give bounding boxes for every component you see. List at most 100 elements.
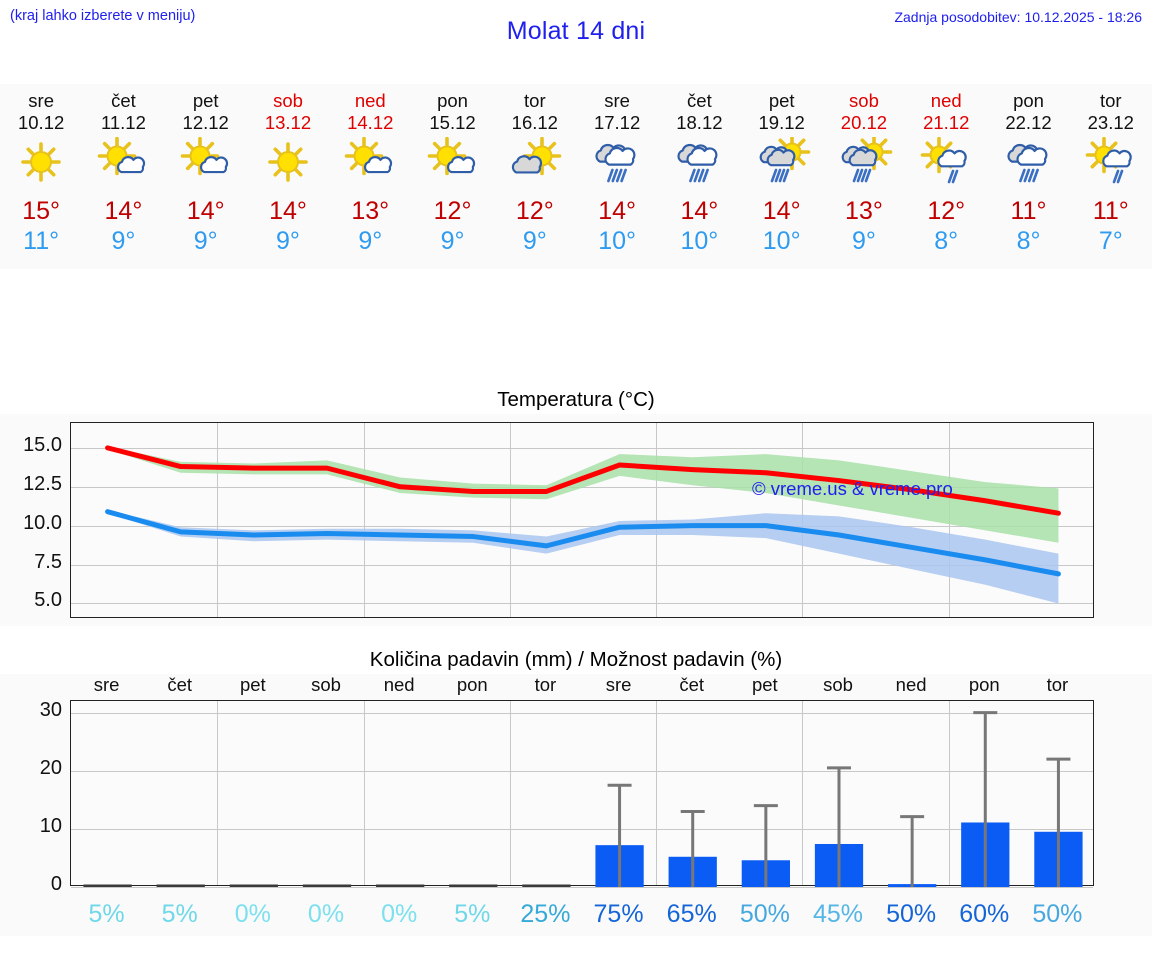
day-of-week-label: tor xyxy=(524,90,546,111)
forecast-day-column[interactable]: ned 14.12 13° 9° xyxy=(329,84,411,269)
precipitation-day-label: pon xyxy=(968,674,1000,695)
temperature-y-tick-label: 15.0 xyxy=(23,433,62,456)
max-temperature-label: 14° xyxy=(269,197,307,225)
max-temperature-label: 14° xyxy=(762,197,801,225)
max-temperature-label: 14° xyxy=(680,197,719,225)
page-title: Molat 14 dni xyxy=(506,17,646,45)
precipitation-panel: sre čet pet sob ned pon tor sre čet pet sob ned pon t… xyxy=(0,674,1152,936)
min-temperature-label: 9° xyxy=(358,227,383,255)
precipitation-y-tick-label: 20 xyxy=(39,756,62,779)
forecast-day-column[interactable]: sob 13.12 14° 9° xyxy=(247,84,329,269)
forecast-day-column[interactable]: pon 22.12 11° 8° xyxy=(987,84,1069,269)
forecast-day-column[interactable]: pet 19.12 14° 10° xyxy=(741,84,823,269)
day-of-week-label: sob xyxy=(273,90,303,111)
precipitation-chart-title: Količina padavin (mm) / Možnost padavin … xyxy=(0,648,1152,674)
precipitation-gridline-horizontal xyxy=(71,712,1093,714)
date-label: 15.12 xyxy=(429,112,476,133)
rain-icon xyxy=(588,136,646,190)
temperature-gridline-vertical xyxy=(656,423,658,617)
temperature-y-tick-label: 5.0 xyxy=(34,589,62,612)
precipitation-probability-row: 5% 5% 0% 0% 0% 5% 25% 75% 65% 50% 45% 50% 60% 50% xyxy=(70,896,1094,932)
precipitation-day-label: čet xyxy=(167,674,193,695)
precipitation-gridline-vertical xyxy=(802,701,804,885)
precipitation-probability-label: 5% xyxy=(88,899,125,928)
precipitation-day-label: sre xyxy=(605,674,632,695)
precipitation-gridline-vertical xyxy=(509,701,511,885)
temperature-y-tick-label: 10.0 xyxy=(23,511,62,534)
sun-cloud-icon xyxy=(424,136,482,190)
precipitation-gridline-horizontal xyxy=(71,887,1093,888)
min-temperature-label: 10° xyxy=(598,227,637,255)
precipitation-day-label: sob xyxy=(311,674,341,695)
precipitation-day-label: tor xyxy=(534,674,557,695)
precipitation-day-label: pon xyxy=(456,674,488,695)
precipitation-day-label: tor xyxy=(1046,674,1069,695)
forecast-day-column[interactable]: sob 20.12 13° 9° xyxy=(823,84,905,269)
day-of-week-label: pet xyxy=(768,90,795,111)
forecast-day-column[interactable]: pon 15.12 12° 9° xyxy=(411,84,493,269)
precipitation-gridline-vertical xyxy=(656,701,658,885)
precipitation-gridline-horizontal xyxy=(71,770,1093,772)
temperature-gridline-vertical xyxy=(509,423,511,617)
temperature-y-tick-label: 12.5 xyxy=(23,472,62,495)
rain-icon xyxy=(1000,136,1058,190)
forecast-day-column[interactable]: čet 18.12 14° 10° xyxy=(658,84,740,269)
precipitation-y-tick-label: 0 xyxy=(50,873,62,895)
date-label: 14.12 xyxy=(347,112,394,133)
forecast-day-column[interactable]: sre 10.12 15° 11° xyxy=(0,84,82,269)
precipitation-probability-label: 0% xyxy=(307,899,345,928)
sunny-icon xyxy=(259,136,317,190)
day-of-week-label: ned xyxy=(354,90,386,111)
forecast-day-column[interactable]: pet 12.12 14° 9° xyxy=(165,84,247,269)
date-label: 19.12 xyxy=(758,112,805,133)
cloud-sun-icon xyxy=(506,136,564,190)
precipitation-day-label: čet xyxy=(679,674,705,695)
temperature-series-svg xyxy=(105,445,1061,604)
precipitation-probability-label: 75% xyxy=(593,899,644,928)
precipitation-probability-label: 0% xyxy=(234,899,271,928)
max-temperature-label: 11° xyxy=(1092,197,1129,225)
min-temperature-label: 10° xyxy=(762,227,801,255)
date-label: 17.12 xyxy=(593,112,641,133)
forecast-day-column[interactable]: čet 11.12 14° 9° xyxy=(82,84,164,269)
day-of-week-label: sre xyxy=(28,90,54,111)
sun-cloud-icon xyxy=(341,136,399,190)
temperature-gridline-horizontal xyxy=(71,603,1093,605)
max-temperature-label: 13° xyxy=(845,197,883,225)
day-of-week-label: čet xyxy=(687,90,712,111)
precipitation-probability-label: 50% xyxy=(739,899,790,928)
precipitation-day-label: ned xyxy=(383,674,415,695)
min-temperature-label: 8° xyxy=(934,227,959,255)
watermark-text: © vreme.us & vreme.pro xyxy=(752,478,953,499)
date-label: 13.12 xyxy=(264,112,312,133)
temperature-plot-area xyxy=(70,422,1094,618)
day-of-week-label: sob xyxy=(849,90,879,111)
day-of-week-label: tor xyxy=(1100,90,1122,111)
precipitation-probability-label: 65% xyxy=(666,899,717,928)
sun-rain-icon xyxy=(835,136,893,190)
precipitation-day-label: sob xyxy=(823,674,853,695)
forecast-day-column[interactable]: tor 23.12 11° 7° xyxy=(1070,84,1152,269)
max-temperature-label: 14° xyxy=(104,197,143,225)
top-bar: (kraj lahko izberete v meniju) Molat 14 … xyxy=(0,0,1152,56)
day-of-week-label: pon xyxy=(437,90,468,111)
forecast-day-column[interactable]: tor 16.12 12° 9° xyxy=(494,84,576,269)
min-temperature-label: 9° xyxy=(522,227,547,255)
forecast-day-column[interactable]: ned 21.12 12° 8° xyxy=(905,84,987,269)
max-temperature-label: 12° xyxy=(433,197,472,225)
date-label: 23.12 xyxy=(1087,112,1134,133)
temperature-chart-title: Temperatura (°C) xyxy=(0,388,1152,414)
max-temperature-label: 15° xyxy=(22,197,61,225)
sun-light-rain-icon xyxy=(917,136,975,190)
max-temperature-label: 14° xyxy=(186,197,225,225)
max-temperature-label: 12° xyxy=(515,197,554,225)
temperature-y-tick-label: 7.5 xyxy=(34,550,62,573)
temperature-gridline-horizontal xyxy=(71,564,1093,566)
forecast-day-column[interactable]: sre 17.12 14° 10° xyxy=(576,84,658,269)
precipitation-probability-label: 0% xyxy=(381,899,418,928)
date-label: 16.12 xyxy=(511,112,558,133)
min-temperature-label: 9° xyxy=(193,227,218,255)
day-of-week-label: čet xyxy=(111,90,136,111)
precipitation-probability-label: 5% xyxy=(454,899,491,928)
precipitation-day-label: pet xyxy=(751,674,778,695)
